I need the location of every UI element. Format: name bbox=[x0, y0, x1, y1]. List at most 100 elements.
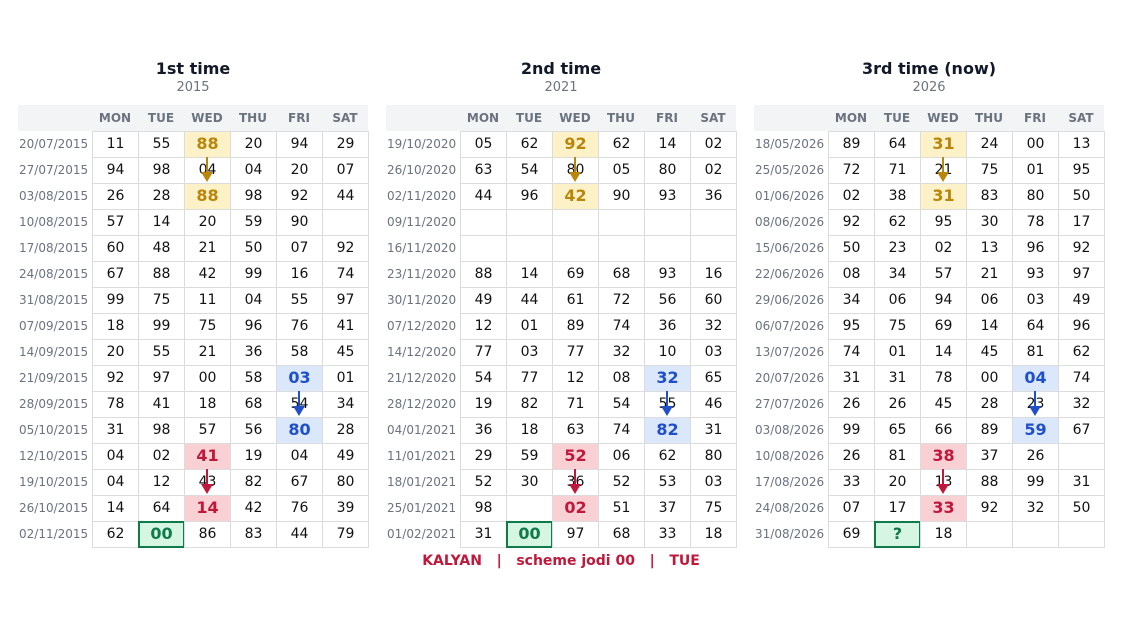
row-date: 01/06/2026 bbox=[755, 189, 825, 203]
number-cell: 71 bbox=[552, 391, 599, 418]
number-cell: 44 bbox=[322, 183, 369, 210]
number-cell: 13 bbox=[920, 469, 967, 496]
row-date: 31/08/2026 bbox=[755, 527, 825, 541]
number-cell: 07 bbox=[322, 157, 369, 184]
number-cell: 54 bbox=[276, 391, 323, 418]
number-cell: 21 bbox=[966, 261, 1013, 288]
row-date: 20/07/2015 bbox=[19, 137, 89, 151]
number-cell: 18 bbox=[92, 313, 139, 340]
number-cell: 92 bbox=[1058, 235, 1105, 262]
number-cell: 80 bbox=[1012, 183, 1059, 210]
number-cell: 62 bbox=[644, 443, 691, 470]
number-cell: 26 bbox=[92, 183, 139, 210]
number-cell: 04 bbox=[184, 157, 231, 184]
number-cell: 02 bbox=[690, 157, 737, 184]
row-date: 27/07/2015 bbox=[19, 163, 89, 177]
row-date: 15/06/2026 bbox=[755, 241, 825, 255]
column-header: TUE bbox=[874, 105, 920, 131]
number-cell: 81 bbox=[1012, 339, 1059, 366]
number-cell: 32 bbox=[1012, 495, 1059, 522]
number-cell: 42 bbox=[230, 495, 277, 522]
number-cell: 81 bbox=[874, 443, 921, 470]
number-cell: 59 bbox=[1012, 417, 1059, 444]
number-cell: 17 bbox=[874, 495, 921, 522]
number-cell: 89 bbox=[552, 313, 599, 340]
number-cell: 32 bbox=[690, 313, 737, 340]
row-date: 12/10/2015 bbox=[19, 449, 89, 463]
row-date: 28/12/2020 bbox=[387, 397, 457, 411]
number-cell: 04 bbox=[230, 157, 277, 184]
number-cell: 04 bbox=[92, 443, 139, 470]
column-header: SAT bbox=[322, 105, 368, 131]
number-cell: 23 bbox=[874, 235, 921, 262]
number-cell: 05 bbox=[460, 131, 507, 158]
number-cell: 88 bbox=[460, 261, 507, 288]
number-cell bbox=[966, 521, 1013, 548]
number-cell: 28 bbox=[138, 183, 185, 210]
number-cell: 57 bbox=[92, 209, 139, 236]
column-header: TUE bbox=[506, 105, 552, 131]
number-cell bbox=[506, 209, 553, 236]
number-cell: 49 bbox=[460, 287, 507, 314]
number-cell: 60 bbox=[690, 287, 737, 314]
number-cell bbox=[1012, 521, 1059, 548]
number-cell: 97 bbox=[1058, 261, 1105, 288]
number-cell: 18 bbox=[920, 521, 967, 548]
number-cell: 31 bbox=[460, 521, 507, 548]
number-cell: 96 bbox=[506, 183, 553, 210]
number-cell: 76 bbox=[276, 313, 323, 340]
panel-title: 2nd time bbox=[520, 59, 602, 78]
row-date: 17/08/2015 bbox=[19, 241, 89, 255]
number-cell: 31 bbox=[874, 365, 921, 392]
number-cell: 32 bbox=[1058, 391, 1105, 418]
number-cell: 46 bbox=[690, 391, 737, 418]
row-date: 19/10/2020 bbox=[387, 137, 457, 151]
number-cell: 55 bbox=[138, 339, 185, 366]
number-cell: 19 bbox=[460, 391, 507, 418]
number-cell: 58 bbox=[276, 339, 323, 366]
row-date: 07/09/2015 bbox=[19, 319, 89, 333]
number-cell: 92 bbox=[966, 495, 1013, 522]
number-cell: 98 bbox=[460, 495, 507, 522]
number-cell: 62 bbox=[506, 131, 553, 158]
number-cell: 62 bbox=[598, 131, 645, 158]
number-cell: 02 bbox=[138, 443, 185, 470]
number-cell: 98 bbox=[230, 183, 277, 210]
number-cell: 03 bbox=[690, 469, 737, 496]
number-cell: 59 bbox=[506, 443, 553, 470]
number-cell: 55 bbox=[138, 131, 185, 158]
number-cell: 50 bbox=[1058, 183, 1105, 210]
number-cell: 13 bbox=[1058, 131, 1105, 158]
number-cell: 97 bbox=[552, 521, 599, 548]
number-cell: 36 bbox=[230, 339, 277, 366]
number-cell: 17 bbox=[1058, 209, 1105, 236]
row-date: 19/10/2015 bbox=[19, 475, 89, 489]
number-cell: 16 bbox=[276, 261, 323, 288]
number-cell: 88 bbox=[138, 261, 185, 288]
number-cell: 37 bbox=[966, 443, 1013, 470]
number-cell: 38 bbox=[920, 443, 967, 470]
number-cell: 31 bbox=[690, 417, 737, 444]
number-cell: 75 bbox=[966, 157, 1013, 184]
row-date: 01/02/2021 bbox=[387, 527, 457, 541]
number-cell: 39 bbox=[322, 495, 369, 522]
number-cell: 61 bbox=[552, 287, 599, 314]
row-date: 22/06/2026 bbox=[755, 267, 825, 281]
number-cell: 12 bbox=[552, 365, 599, 392]
number-cell: 77 bbox=[460, 339, 507, 366]
row-date: 30/11/2020 bbox=[387, 293, 457, 307]
number-cell: 14 bbox=[506, 261, 553, 288]
number-cell bbox=[1058, 521, 1105, 548]
number-cell: 96 bbox=[1012, 235, 1059, 262]
number-cell: 12 bbox=[460, 313, 507, 340]
number-cell: 01 bbox=[506, 313, 553, 340]
number-cell bbox=[690, 235, 737, 262]
number-cell: 18 bbox=[690, 521, 737, 548]
row-date: 02/11/2020 bbox=[387, 189, 457, 203]
column-header: FRI bbox=[276, 105, 322, 131]
number-cell: 00 bbox=[966, 365, 1013, 392]
number-cell: 26 bbox=[874, 391, 921, 418]
number-cell: 96 bbox=[1058, 313, 1105, 340]
number-cell: 41 bbox=[322, 313, 369, 340]
row-date: 23/11/2020 bbox=[387, 267, 457, 281]
